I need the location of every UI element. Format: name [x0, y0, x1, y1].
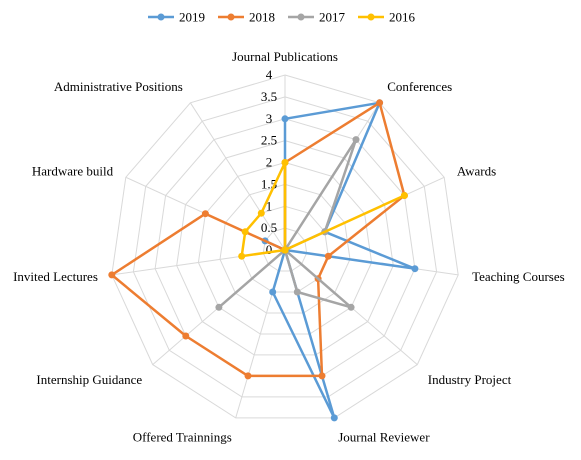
data-point: [241, 228, 249, 236]
chart-legend[interactable]: 2019 2018 2017 2016: [148, 10, 416, 25]
tick-label: 4: [266, 67, 273, 82]
grid-ring: [197, 161, 373, 335]
tick-label: 3.5: [261, 89, 277, 104]
legend-swatch-marker: [367, 13, 375, 21]
category-label: Awards: [457, 164, 496, 179]
legend-item-2018[interactable]: 2018: [218, 10, 275, 25]
data-point: [324, 252, 332, 260]
tick-label: 0.5: [261, 220, 277, 235]
data-point: [108, 271, 116, 279]
data-point: [352, 136, 360, 144]
data-point: [400, 192, 408, 199]
data-point: [293, 288, 301, 296]
category-label: Conferences: [387, 79, 452, 94]
series-line: [240, 161, 406, 258]
series-2019: [261, 99, 419, 422]
grid-ring: [176, 140, 394, 356]
data-point: [182, 332, 190, 340]
data-point: [244, 372, 252, 380]
data-point: [201, 210, 209, 218]
radar-tick-labels: 00.511.522.533.54: [261, 67, 277, 257]
axis-spoke: [189, 102, 286, 251]
data-point: [238, 252, 246, 260]
tick-label: 0: [266, 242, 273, 257]
tick-label: 3: [266, 111, 273, 126]
legend-label: 2018: [249, 10, 275, 25]
tick-label: 1: [266, 198, 273, 213]
tick-label: 2: [266, 155, 273, 170]
category-label: Invited Lectures: [13, 269, 98, 284]
category-label: Administrative Positions: [54, 79, 183, 94]
series-2016: [238, 159, 408, 260]
grid-ring: [111, 74, 459, 419]
data-point: [281, 246, 289, 254]
grid-ring: [219, 183, 351, 314]
radar-series: [108, 99, 419, 422]
category-label: Journal Publications: [232, 49, 338, 64]
grid-ring: [132, 96, 438, 398]
data-point: [281, 115, 289, 123]
category-label: Industry Project: [428, 372, 512, 387]
legend-swatch-marker: [297, 13, 305, 21]
legend-item-2017[interactable]: 2017: [288, 10, 346, 25]
data-point: [376, 99, 384, 107]
legend-swatch-marker: [227, 13, 235, 21]
category-label: Hardware build: [32, 164, 114, 179]
data-point: [318, 372, 326, 380]
data-point: [257, 209, 265, 217]
data-point: [330, 414, 338, 422]
category-label: Offered Trainnings: [133, 429, 232, 444]
category-label: Journal Reviewer: [338, 429, 430, 444]
category-label: Teaching Courses: [472, 269, 565, 284]
legend-item-2019[interactable]: 2019: [148, 10, 205, 25]
category-label: Internship Guidance: [36, 372, 142, 387]
data-point: [269, 288, 277, 296]
legend-label: 2019: [179, 10, 205, 25]
legend-swatch-marker: [157, 13, 165, 21]
radar-category-labels: Journal Publications Conferences Awards Tea…: [13, 49, 565, 444]
data-point: [411, 265, 419, 273]
tick-label: 2.5: [261, 133, 277, 148]
series-line: [110, 101, 406, 378]
data-point: [215, 303, 223, 311]
legend-item-2016[interactable]: 2016: [358, 10, 416, 25]
legend-label: 2016: [389, 10, 416, 25]
data-point: [347, 303, 355, 311]
data-point: [281, 159, 289, 166]
legend-label: 2017: [319, 10, 346, 25]
